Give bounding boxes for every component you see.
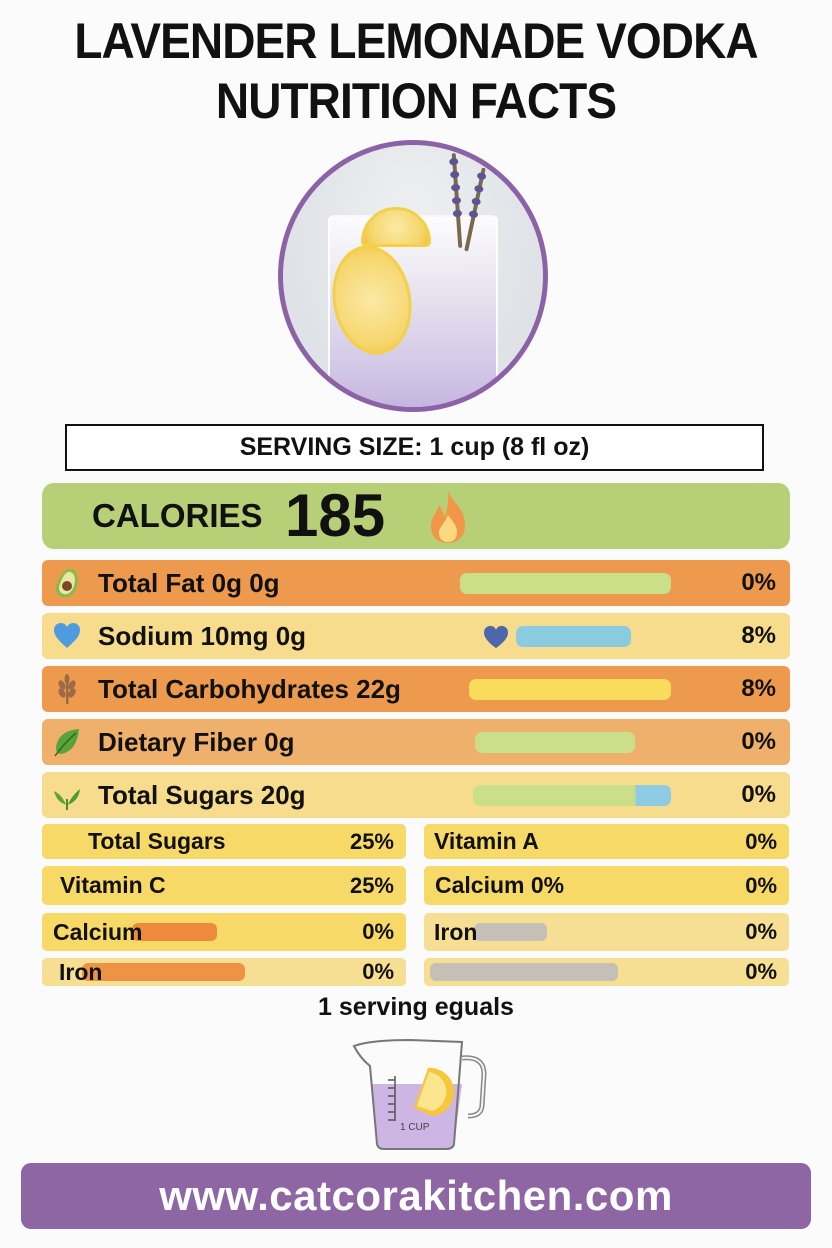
progress-bar xyxy=(82,963,245,981)
vitamin-percent: 25% xyxy=(349,829,394,854)
nutrient-row-total-sugars: Total Sugars 20g 0% xyxy=(42,772,790,818)
page-title-line-2: NUTRITION FACTS xyxy=(215,73,617,129)
nutrient-percent: 0% xyxy=(741,781,776,808)
lemon-slice-top xyxy=(361,207,431,247)
nutrient-label: Total Fat 0g 0g xyxy=(98,568,280,598)
vitamin-cell-vitamin-a: Vitamin A 0% xyxy=(424,824,789,859)
nutrient-percent: 0% xyxy=(741,569,776,596)
progress-bar xyxy=(469,679,671,700)
progress-bar xyxy=(516,626,631,647)
nutrient-label: Total Carbohydrates 22g xyxy=(98,674,401,704)
fire-icon xyxy=(431,491,465,543)
drink-photo xyxy=(278,140,548,412)
sprout-icon xyxy=(54,789,80,810)
nutrient-label: Sodium 10mg 0g xyxy=(98,621,307,651)
vitamin-label: Calcium xyxy=(53,919,143,945)
nutrient-label: Total Sugars 20g xyxy=(98,780,306,810)
vitamin-cell-calcium-right: Calcium 0% 0% xyxy=(424,866,789,905)
vitamin-cell-iron-right: Iron 0% xyxy=(424,913,789,951)
vitamin-cell-iron: Iron 0% xyxy=(42,958,406,986)
website-url-banner[interactable]: www.catcorakitchen.com xyxy=(21,1163,811,1229)
nutrient-row-sodium: Sodium 10mg 0g 8% xyxy=(42,613,790,659)
nutrient-percent: 8% xyxy=(741,622,776,649)
serving-size-box: SERVING SIZE: 1 cup (8 fl oz) xyxy=(65,424,764,471)
nutrient-row-total-fat: Total Fat 0g 0g 0% xyxy=(42,560,790,606)
nutrient-row-total-carbohydrates: Total Carbohydrates 22g 8% xyxy=(42,666,790,712)
avocado-icon xyxy=(55,568,78,598)
calories-banner: CALORIES 185 xyxy=(42,483,790,549)
serving-equals-label: 1 serving eguals xyxy=(318,993,514,1021)
calories-value: 185 xyxy=(285,482,386,549)
vitamin-label: Iron xyxy=(59,959,103,985)
svg-text:1 CUP: 1 CUP xyxy=(400,1122,430,1133)
progress-bar xyxy=(473,785,671,806)
wheat-icon xyxy=(58,674,76,704)
vitamin-label: Total Sugars xyxy=(88,828,226,854)
progress-bar xyxy=(475,732,635,753)
vitamin-percent: 25% xyxy=(349,873,394,898)
nutrient-percent: 8% xyxy=(741,675,776,702)
nutrient-label: Dietary Fiber 0g xyxy=(98,727,295,757)
nutrient-percent: 0% xyxy=(741,728,776,755)
page-title-line-1: LAVENDER LEMONADE VODKA xyxy=(74,13,758,69)
calories-label: CALORIES xyxy=(92,497,263,534)
vitamin-label: Iron xyxy=(434,919,478,945)
progress-bar xyxy=(460,573,671,594)
leaf-icon xyxy=(54,729,79,757)
measuring-cup-icon: 1 CUP xyxy=(352,1038,487,1150)
vitamin-percent: 0% xyxy=(745,829,777,854)
vitamin-cell-total-sugars: Total Sugars 25% xyxy=(42,824,406,859)
progress-bar xyxy=(132,923,217,941)
vitamin-percent: 0% xyxy=(745,959,777,984)
vitamin-cell-vitamin-c: Vitamin C 25% xyxy=(42,866,406,905)
progress-bar xyxy=(474,923,547,941)
vitamin-cell-unlabeled: 0% xyxy=(424,958,789,986)
vitamin-label: Vitamin A xyxy=(434,828,539,854)
vitamin-percent: 0% xyxy=(362,959,394,984)
vitamin-label: Calcium 0% xyxy=(435,872,565,898)
vitamin-label: Vitamin C xyxy=(60,872,166,898)
vitamin-percent: 0% xyxy=(745,873,777,898)
heart-icon xyxy=(54,623,80,648)
progress-bar xyxy=(430,963,618,981)
nutrient-row-dietary-fiber: Dietary Fiber 0g 0% xyxy=(42,719,790,765)
heart-icon xyxy=(484,625,508,649)
vitamin-percent: 0% xyxy=(745,919,777,944)
vitamin-percent: 0% xyxy=(362,919,394,944)
vitamin-cell-calcium: Calcium 0% xyxy=(42,913,406,951)
